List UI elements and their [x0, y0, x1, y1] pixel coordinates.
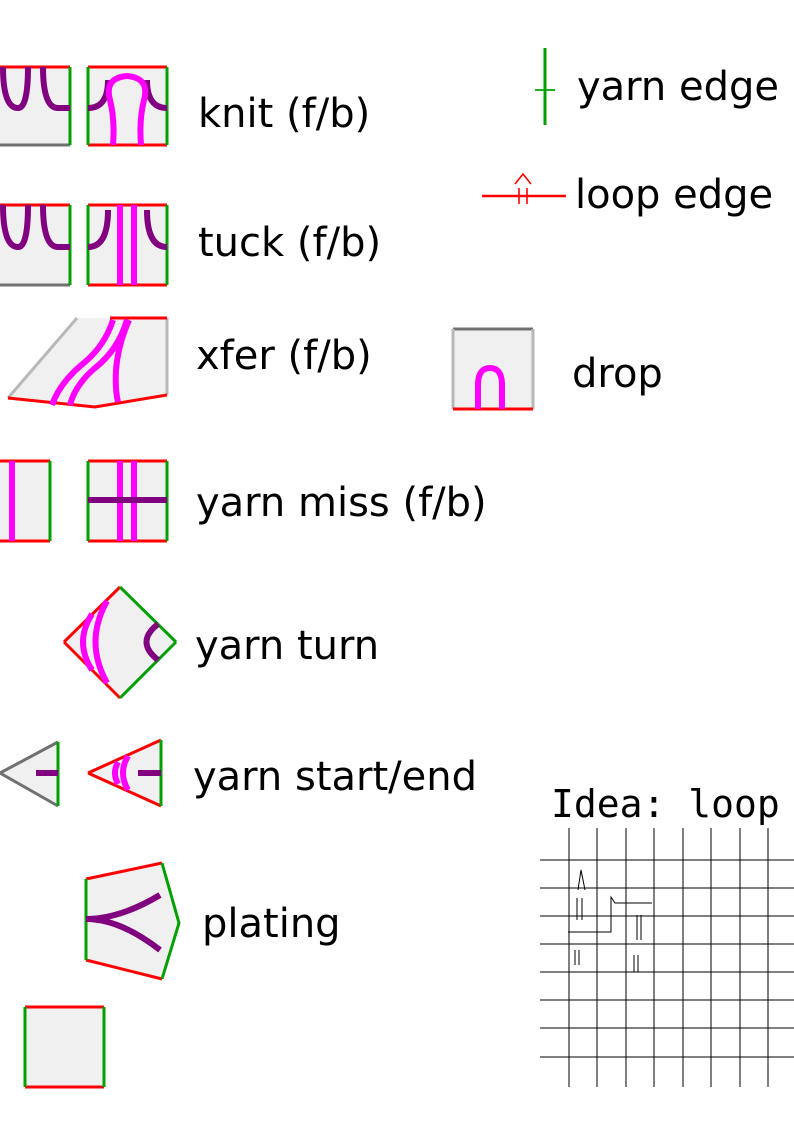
yarn-turn-tile	[62, 585, 178, 700]
xfer-tile	[6, 316, 169, 409]
plating-label: plating	[202, 901, 341, 947]
empty-tile	[23, 1005, 106, 1089]
loop-layout-grid	[540, 828, 794, 1087]
knit-front-tile	[0, 65, 72, 147]
yarn-start-end-label: yarn start/end	[193, 754, 477, 800]
tuck-back-tile	[86, 203, 169, 287]
knit-back-tile	[86, 65, 169, 147]
idea-note-title: Idea: loop la	[551, 782, 794, 826]
tuck-front-tile	[0, 203, 72, 287]
loop-edge-symbol	[482, 172, 566, 204]
drop-tile	[451, 327, 535, 411]
loop-edge-label: loop edge	[575, 172, 773, 218]
loop-layout-sketch	[568, 869, 652, 972]
xfer-label: xfer (f/b)	[196, 333, 372, 379]
plating-tile	[84, 861, 181, 981]
yarn-turn-label: yarn turn	[195, 623, 379, 669]
tuck-label: tuck (f/b)	[198, 220, 381, 266]
drop-label: drop	[572, 351, 663, 397]
yarn-start-tile	[0, 740, 60, 808]
yarn-end-tile	[87, 738, 163, 808]
yarn-edge-label: yarn edge	[577, 64, 779, 110]
yarn-miss-back-tile	[86, 459, 169, 543]
yarn-miss-front-tile	[0, 459, 52, 543]
yarn-miss-label: yarn miss (f/b)	[196, 480, 487, 526]
yarn-edge-symbol	[535, 48, 555, 125]
knit-label: knit (f/b)	[198, 91, 370, 137]
